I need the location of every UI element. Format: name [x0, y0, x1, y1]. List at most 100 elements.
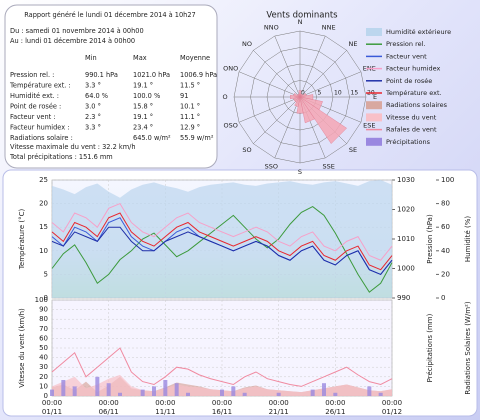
rose-direction: SE: [349, 146, 357, 154]
y-tick-label: 0: [44, 294, 48, 302]
y3-tick-label: 60: [441, 223, 450, 231]
legend-label: Radiations solaires: [386, 101, 448, 109]
report-cell: 23.4 °: [133, 124, 153, 132]
report-label: Humidité ext. :: [10, 92, 59, 100]
legend-swatch: [366, 28, 382, 36]
report-cell: 990.1 hPa: [85, 71, 118, 79]
x-tick-label: 16/11: [212, 408, 232, 416]
report-cell: 19.1 °: [133, 82, 153, 90]
report-cell: 645.0 w/m²: [133, 134, 171, 142]
y-tick-label: 90: [39, 306, 48, 314]
x-tick-label: 26/11: [325, 408, 345, 416]
precip-bar: [152, 386, 156, 396]
rose-direction: NNE: [322, 24, 336, 32]
x-tick-time: 00:00: [269, 399, 289, 407]
report-cell: 19.1 °: [133, 113, 153, 121]
y-tick-label: 100: [35, 296, 48, 304]
y3-tick-label: 0: [441, 294, 445, 302]
y-tick-label: 0: [44, 392, 48, 400]
x-tick-time: 00:00: [325, 399, 345, 407]
y-axis-title: Température (°C): [18, 209, 26, 271]
precip-bar: [220, 389, 224, 396]
area-series: [52, 180, 392, 298]
precip-bar: [322, 383, 326, 396]
report-box: [4, 4, 218, 169]
legend-label: Vitesse du vent: [386, 113, 437, 121]
x-tick-label: 06/11: [99, 408, 119, 416]
report-label: Point de rosée :: [10, 103, 61, 111]
x-tick-time: 00:00: [155, 399, 175, 407]
report-cell: 11.1 °: [180, 113, 200, 121]
precip-bar: [310, 389, 315, 396]
precip-bar: [50, 389, 54, 396]
rose-direction: N: [298, 18, 303, 26]
y-tick-label: 30: [39, 363, 48, 371]
rose-direction: S: [298, 168, 302, 176]
rose-spoke: [274, 96, 301, 159]
precip-bar: [118, 392, 122, 396]
y2-tick-label: 1030: [397, 176, 415, 184]
y-tick-label: 80: [39, 315, 48, 323]
line-series: [51, 347, 393, 387]
rose-direction: E: [373, 93, 377, 101]
y3-tick-label: 20: [441, 270, 450, 278]
y-tick-label: 60: [39, 334, 48, 342]
precip-bar: [140, 389, 145, 396]
report-cell: 55.9 w/m²: [180, 134, 214, 142]
rose-direction: SO: [242, 146, 251, 154]
rose-title: Vents dominants: [266, 11, 338, 21]
report-cell: 100.0 %: [133, 92, 160, 100]
precip-bar: [95, 376, 100, 396]
legend-label: Rafales de vent: [386, 126, 437, 134]
x-tick-time: 00:00: [99, 399, 119, 407]
legend-label: Pression rel.: [386, 40, 425, 48]
precip-bar: [231, 386, 236, 396]
legend-swatch: [366, 113, 382, 122]
x-tick-label: 01/12: [382, 408, 402, 416]
report-cell: 15.8 °: [133, 103, 153, 111]
report-cell: 12.9 °: [180, 124, 200, 132]
report-header: Moyenne: [180, 54, 210, 62]
y3-axis-title: Humidité (%): [464, 216, 472, 263]
legend-label: Facteur vent: [386, 52, 427, 60]
legend-swatch: [366, 101, 382, 110]
report-label: Facteur humidex :: [10, 124, 69, 132]
report-from: Du : samedi 01 novembre 2014 à 00h00: [10, 27, 144, 35]
rose-spoke: [253, 50, 301, 98]
rose-direction: O: [222, 93, 227, 101]
y-tick-label: 40: [39, 354, 48, 362]
y-tick-label: 20: [39, 200, 48, 208]
precip-bar: [333, 392, 338, 396]
report-to: Au : lundi 01 décembre 2014 à 00h00: [10, 37, 135, 45]
report-cell: 10.1 °: [180, 103, 200, 111]
report-cell: 11.5 °: [180, 82, 200, 90]
rose-tick-label: 0: [301, 90, 305, 97]
report-cell: 91: [180, 92, 188, 100]
report-title: Rapport généré le lundi 01 décembre 2014…: [24, 11, 195, 19]
legend-label: Température ext.: [385, 89, 442, 97]
x-tick-label: 01/11: [42, 408, 62, 416]
legend-label: Point de rosée: [386, 77, 432, 85]
rose-tick-label: 5: [318, 90, 322, 97]
x-tick-label: 21/11: [269, 408, 289, 416]
precip-bar: [72, 386, 77, 396]
precip-bar: [106, 383, 111, 396]
y-tick-label: 25: [39, 176, 48, 184]
rose-spoke: [299, 35, 326, 98]
x-tick-label: 11/11: [155, 408, 175, 416]
rose-direction: ESE: [363, 122, 375, 130]
precip-bar: [61, 380, 66, 396]
line-series: [51, 226, 393, 276]
rose-tick-label: 15: [351, 90, 359, 97]
x-tick-time: 00:00: [212, 399, 232, 407]
legend-label: Précipitations: [386, 138, 431, 146]
report-header: Max: [133, 54, 147, 62]
rose-direction: NO: [242, 40, 252, 48]
x-tick-time: 00:00: [382, 399, 402, 407]
report-label: Facteur vent :: [10, 113, 56, 121]
precip-bar: [186, 392, 190, 396]
line-series: [51, 205, 393, 293]
rose-spoke: [299, 71, 362, 98]
report: Rapport généré le lundi 01 décembre 2014…: [4, 4, 218, 169]
